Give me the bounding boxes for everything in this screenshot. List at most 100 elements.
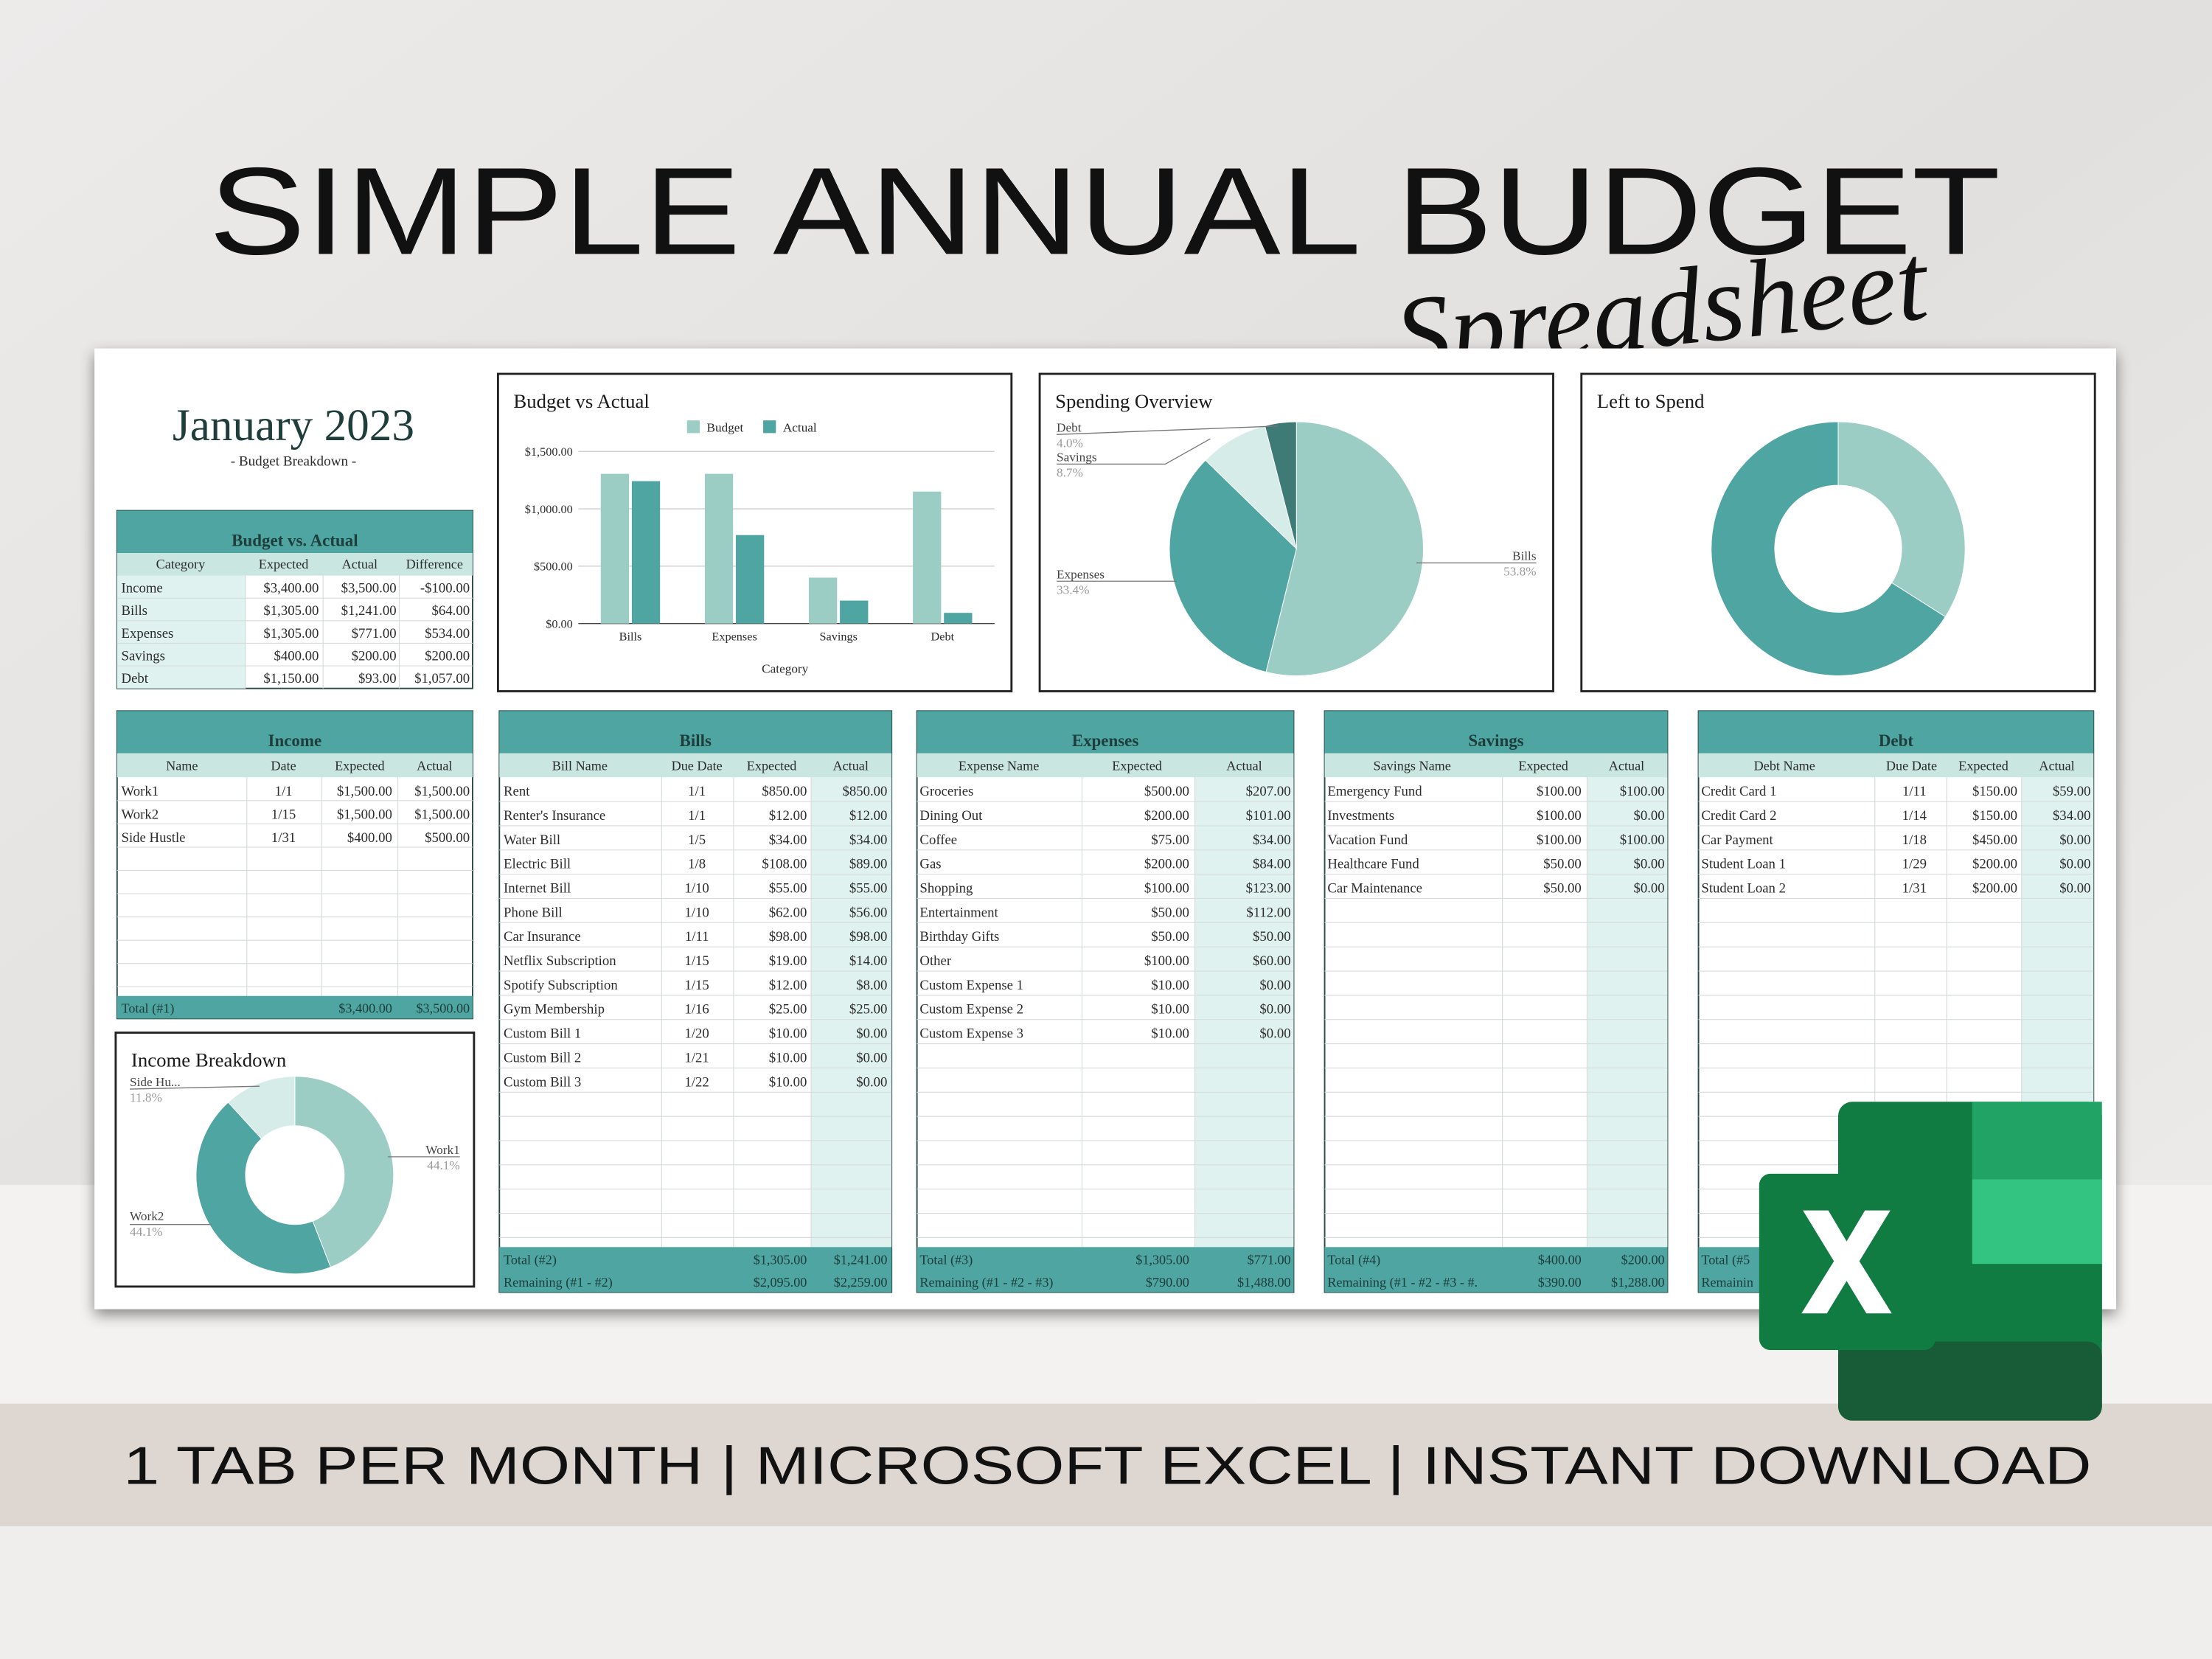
column-header: Expected xyxy=(259,557,309,571)
slice xyxy=(1265,421,1424,676)
column-header: Expense Name xyxy=(959,759,1039,773)
table-cell: $25.00 xyxy=(769,1002,807,1018)
column-header: Debt Name xyxy=(1754,759,1815,773)
month-caption: - Budget Breakdown - xyxy=(231,453,357,469)
table-cell: Entertainment xyxy=(919,905,998,920)
month-title: January 2023 xyxy=(173,400,414,451)
column-header: Expected xyxy=(1518,759,1568,773)
table-cell: Water Bill xyxy=(504,832,560,848)
table-cell: $93.00 xyxy=(358,671,397,686)
total-value: $2,259.00 xyxy=(834,1275,888,1290)
table-cell: Coffee xyxy=(919,832,957,848)
table-cell: $34.00 xyxy=(849,832,888,848)
table-cell: 1/22 xyxy=(684,1074,709,1090)
table-cell: $200.00 xyxy=(1144,857,1189,872)
total-value: $790.00 xyxy=(1146,1275,1189,1290)
bar xyxy=(913,491,942,624)
table-cell: Custom Bill 1 xyxy=(504,1026,581,1042)
column-header: Expected xyxy=(335,759,385,773)
table-cell: $55.00 xyxy=(849,880,888,896)
table-title: Debt xyxy=(1879,731,1914,750)
table-cell: $1,305.00 xyxy=(263,626,319,641)
table-cell: Credit Card 2 xyxy=(1701,808,1776,824)
table-cell: $500.00 xyxy=(1144,784,1189,799)
table-cell: Investments xyxy=(1327,808,1394,824)
table-cell: Custom Bill 2 xyxy=(504,1050,581,1065)
column-header: Actual xyxy=(342,557,378,571)
table-cell: $100.00 xyxy=(1537,832,1582,848)
slice xyxy=(1711,421,1947,676)
slice-label: Bills xyxy=(1512,549,1537,563)
slice-value-label: 33.4% xyxy=(1057,582,1089,597)
table-cell: $1,500.00 xyxy=(337,784,392,799)
column-header: Due Date xyxy=(672,759,723,773)
table-cell: $400.00 xyxy=(274,648,319,664)
table-cell: $0.00 xyxy=(1259,1002,1290,1018)
x-tick-label: Debt xyxy=(931,630,955,644)
table-cell: $150.00 xyxy=(1972,784,2017,799)
table-cell: Other xyxy=(919,953,951,969)
slice xyxy=(1837,421,1966,618)
table-cell: $500.00 xyxy=(425,830,470,846)
slice xyxy=(294,1076,394,1268)
slice-value-label: 44.1% xyxy=(427,1158,459,1172)
column-highlight xyxy=(116,575,246,689)
table-cell: $200.00 xyxy=(1144,808,1189,824)
column-header: Actual xyxy=(417,759,452,773)
table-cell: 1/8 xyxy=(688,857,706,872)
column-header: Actual xyxy=(832,759,868,773)
table-cell: $0.00 xyxy=(1259,1026,1290,1042)
table-cell: $100.00 xyxy=(1620,832,1665,848)
leader-line xyxy=(130,1085,260,1090)
table-title-band xyxy=(116,510,473,553)
footer-band xyxy=(0,1403,2212,1527)
total-value: $400.00 xyxy=(1538,1252,1582,1267)
table-cell: Car Maintenance xyxy=(1327,880,1422,896)
footer-text: 1 TAB PER MONTH | MICROSOFT EXCEL | INST… xyxy=(123,1436,2091,1496)
table-cell: $100.00 xyxy=(1144,880,1189,896)
total-label: Remainin xyxy=(1701,1275,1753,1290)
x-tick-label: Expenses xyxy=(712,630,757,644)
table-cell: 1/31 xyxy=(1902,880,1927,896)
total-label: Total (#5 xyxy=(1701,1252,1750,1267)
bar xyxy=(704,473,734,624)
table-cell: Vacation Fund xyxy=(1327,832,1408,848)
column-header: Expected xyxy=(747,759,797,773)
total-value: $3,400.00 xyxy=(338,1001,392,1016)
table-cell: $450.00 xyxy=(1972,832,2017,848)
table-cell: Internet Bill xyxy=(504,880,571,896)
table-cell: $200.00 xyxy=(352,648,397,664)
table-cell: $1,500.00 xyxy=(414,807,470,823)
table-cell: $400.00 xyxy=(347,830,392,846)
table-cell: 1/14 xyxy=(1902,808,1927,824)
table-cell: $19.00 xyxy=(769,953,807,969)
table-total-band xyxy=(499,1247,892,1293)
table-header-band xyxy=(116,753,473,778)
table-title-band xyxy=(1698,711,2094,754)
slice-value-label: 11.8% xyxy=(130,1091,162,1105)
table-cell: $0.00 xyxy=(2059,832,2090,848)
table-cell: $1,241.00 xyxy=(341,603,397,619)
total-value: $771.00 xyxy=(1248,1252,1291,1267)
legend-label: Budget xyxy=(707,420,744,434)
table-cell: $1,150.00 xyxy=(263,671,319,686)
table-cell: $14.00 xyxy=(849,953,888,969)
table-cell: $56.00 xyxy=(849,905,888,920)
slice-label: Expenses xyxy=(1057,567,1105,581)
table-cell: $771.00 xyxy=(352,626,397,641)
table: Savings Savings Name Expected Actual Emergen… xyxy=(1324,710,1669,1293)
total-label: Total (#1) xyxy=(122,1001,175,1017)
table-title: Income xyxy=(268,731,322,750)
table-cell: Custom Bill 3 xyxy=(504,1074,581,1090)
table-cell: Spotify Subscription xyxy=(504,978,618,993)
table-cell: $10.00 xyxy=(769,1050,807,1065)
chart-title: Budget vs Actual xyxy=(513,390,649,412)
table-cell: $534.00 xyxy=(425,626,470,641)
table-cell: $89.00 xyxy=(849,857,888,872)
table-cell: $0.00 xyxy=(856,1050,887,1065)
logo-tile xyxy=(1972,1102,2102,1180)
table-title: Savings xyxy=(1468,731,1523,750)
total-value: $3,500.00 xyxy=(416,1001,470,1016)
table-total-band xyxy=(917,1247,1294,1293)
